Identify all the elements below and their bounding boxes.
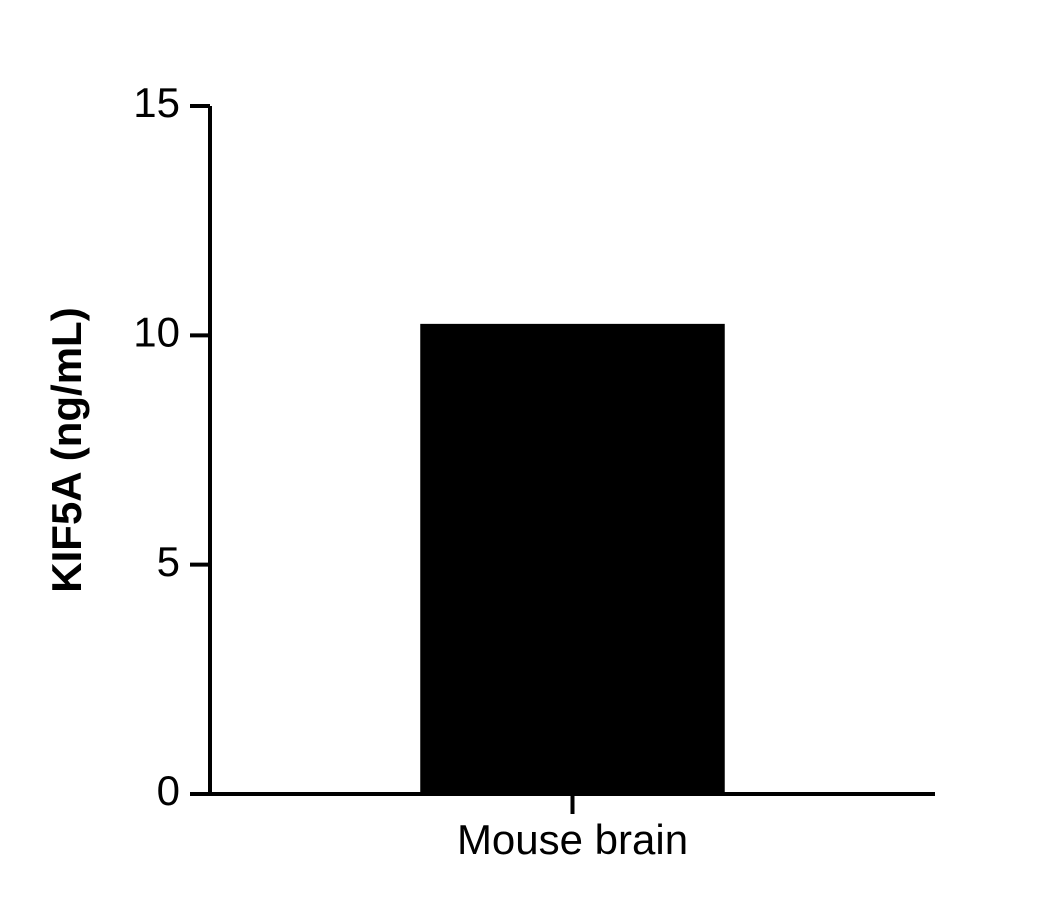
y-tick-label: 0 — [157, 767, 180, 814]
y-axis-label: KIF5A (ng/mL) — [43, 307, 90, 592]
y-tick-label: 5 — [157, 538, 180, 585]
y-tick-label: 10 — [133, 308, 180, 355]
bar — [420, 324, 725, 794]
bar-chart: 0 5 10 15 KIF5A (ng/mL) Mouse brain — [0, 0, 1049, 897]
chart-container: 0 5 10 15 KIF5A (ng/mL) Mouse brain — [0, 0, 1049, 897]
x-tick-label: Mouse brain — [457, 816, 688, 863]
y-tick-label: 15 — [133, 79, 180, 126]
